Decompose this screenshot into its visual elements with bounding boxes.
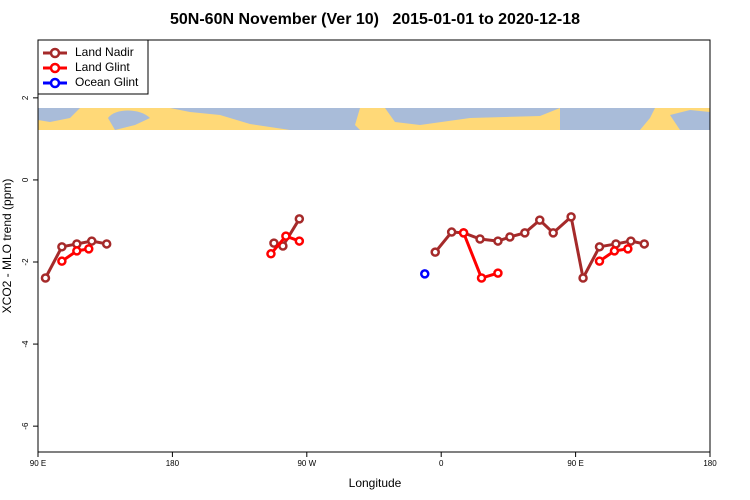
y-tick-label: -6	[21, 422, 30, 430]
legend-label: Land Glint	[75, 60, 130, 74]
data-point	[294, 236, 305, 246]
data-point	[639, 239, 650, 249]
data-point	[458, 228, 469, 238]
data-point	[578, 273, 588, 283]
x-tick-label: 90 E	[567, 459, 583, 468]
data-point	[476, 273, 487, 283]
legend-marker	[49, 77, 61, 89]
y-tick-label: 2	[21, 95, 30, 100]
data-point	[548, 228, 558, 238]
data-point	[505, 232, 515, 242]
x-tick-label: 0	[439, 459, 444, 468]
data-point	[294, 214, 305, 224]
x-tick-label: 90 E	[30, 459, 46, 468]
data-point	[84, 244, 94, 254]
data-point	[266, 249, 276, 259]
data-point	[281, 231, 291, 241]
data-point	[57, 242, 67, 252]
y-tick-label: -2	[21, 258, 30, 266]
chart-title: 50N-60N November (Ver 10) 2015-01-01 to …	[170, 11, 580, 28]
data-point	[535, 215, 545, 225]
y-tick-label: 0	[21, 177, 30, 182]
legend-marker	[49, 62, 61, 74]
data-point	[87, 236, 97, 246]
data-point	[623, 244, 633, 254]
data-point	[101, 239, 112, 249]
legend-label: Ocean Glint	[75, 75, 139, 89]
data-point	[493, 236, 503, 246]
y-axis-label: XCO2 - MLO trend (ppm)	[0, 179, 14, 314]
data-point	[475, 234, 485, 244]
x-axis-label: Longitude	[349, 476, 402, 490]
x-tick-label: 180	[703, 459, 717, 468]
x-tick-label: 90 W	[297, 459, 316, 468]
data-point	[72, 246, 82, 256]
data-point	[626, 236, 636, 246]
legend-label: Land Nadir	[75, 45, 134, 59]
data-point	[566, 212, 576, 222]
data-point	[446, 227, 457, 237]
map-strip	[38, 108, 710, 130]
plot-frame	[37, 39, 711, 453]
data-point	[420, 269, 430, 279]
data-point	[609, 246, 620, 256]
data-point	[493, 268, 503, 278]
y-tick-label: -4	[21, 340, 30, 348]
legend-marker	[49, 47, 61, 59]
data-point	[40, 273, 51, 283]
x-tick-label: 180	[166, 459, 180, 468]
data-point	[594, 242, 605, 252]
data-point	[520, 228, 530, 238]
data-point	[594, 256, 605, 266]
data-point	[430, 247, 440, 257]
data-point	[57, 256, 67, 266]
data-point	[269, 238, 279, 248]
